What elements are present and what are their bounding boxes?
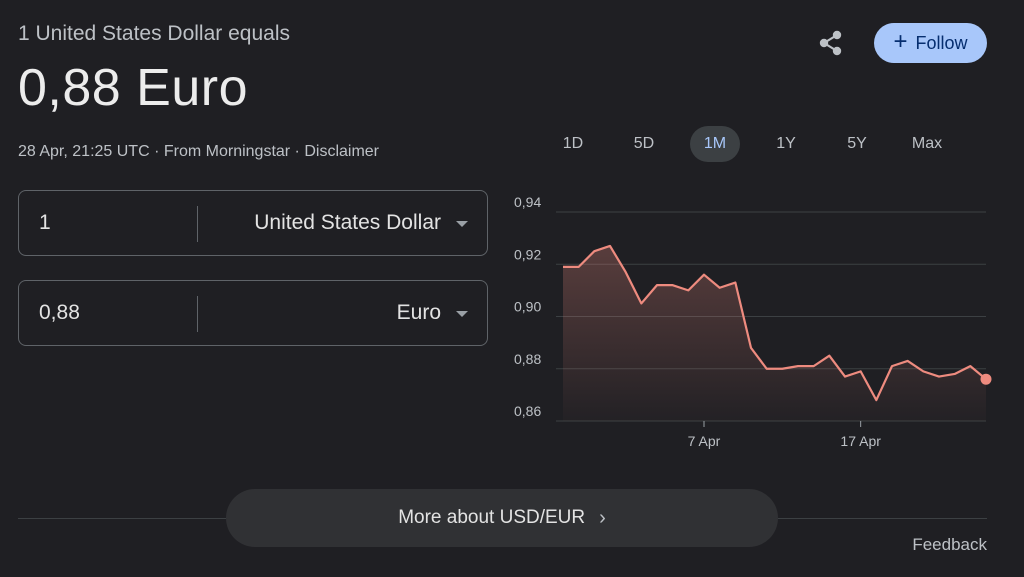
to-currency-row: 0,88 Euro <box>18 280 488 346</box>
divider-line <box>18 518 226 519</box>
field-divider <box>197 206 198 242</box>
from-currency-row: 1 United States Dollar <box>18 190 488 256</box>
rate-meta: 28 Apr, 21:25 UTC · From Morningstar · D… <box>18 143 379 161</box>
feedback-link[interactable]: Feedback <box>912 535 987 554</box>
divider-line <box>778 518 987 519</box>
from-currency-select[interactable]: United States Dollar <box>254 211 441 234</box>
y-tick-label: 0,86 <box>514 403 541 419</box>
chevron-right-icon: › <box>599 506 606 529</box>
series-line <box>563 244 987 402</box>
dropdown-caret-icon[interactable] <box>456 221 468 227</box>
conversion-rate: 0,88 Euro <box>18 59 248 117</box>
last-point-marker <box>980 373 992 385</box>
y-tick-label: 0,92 <box>514 246 541 262</box>
more-about-button[interactable]: More about USD/EUR › <box>226 489 778 547</box>
plus-icon: + <box>893 28 908 55</box>
share-icon <box>819 30 842 56</box>
timestamp: 28 Apr, 21:25 UTC <box>18 143 150 160</box>
disclaimer-link[interactable]: Disclaimer <box>304 143 379 160</box>
y-tick-label: 0,94 <box>514 194 541 210</box>
dropdown-caret-icon[interactable] <box>456 311 468 317</box>
tab-1m[interactable]: 1M <box>690 126 740 162</box>
exchange-rate-chart: 0,94 0,92 0,90 0,88 0,86 7 Apr 17 Apr <box>514 194 992 449</box>
share-button[interactable] <box>814 26 848 60</box>
meta-separator: · <box>290 143 305 160</box>
tab-1y[interactable]: 1Y <box>776 135 796 152</box>
tab-5d[interactable]: 5D <box>633 135 655 152</box>
y-tick-label: 0,88 <box>514 351 541 367</box>
to-amount-input[interactable]: 0,88 <box>39 301 80 324</box>
tab-max[interactable]: Max <box>911 135 943 152</box>
chart-area <box>563 245 986 421</box>
meta-separator: · <box>149 143 164 160</box>
to-currency-select[interactable]: Euro <box>396 301 441 324</box>
x-tick-label: 7 Apr <box>688 433 721 449</box>
follow-button[interactable]: + Follow <box>874 23 987 63</box>
conversion-subtitle: 1 United States Dollar equals <box>18 22 290 45</box>
source-link[interactable]: From Morningstar <box>163 143 291 160</box>
more-about-label: More about USD/EUR <box>398 507 586 528</box>
follow-label: Follow <box>915 32 968 53</box>
tab-5y[interactable]: 5Y <box>847 135 867 152</box>
y-tick-label: 0,90 <box>514 299 541 315</box>
field-divider <box>197 296 198 332</box>
tab-1d[interactable]: 1D <box>562 135 584 152</box>
x-tick-label: 17 Apr <box>840 433 881 449</box>
from-amount-input[interactable]: 1 <box>39 211 51 234</box>
